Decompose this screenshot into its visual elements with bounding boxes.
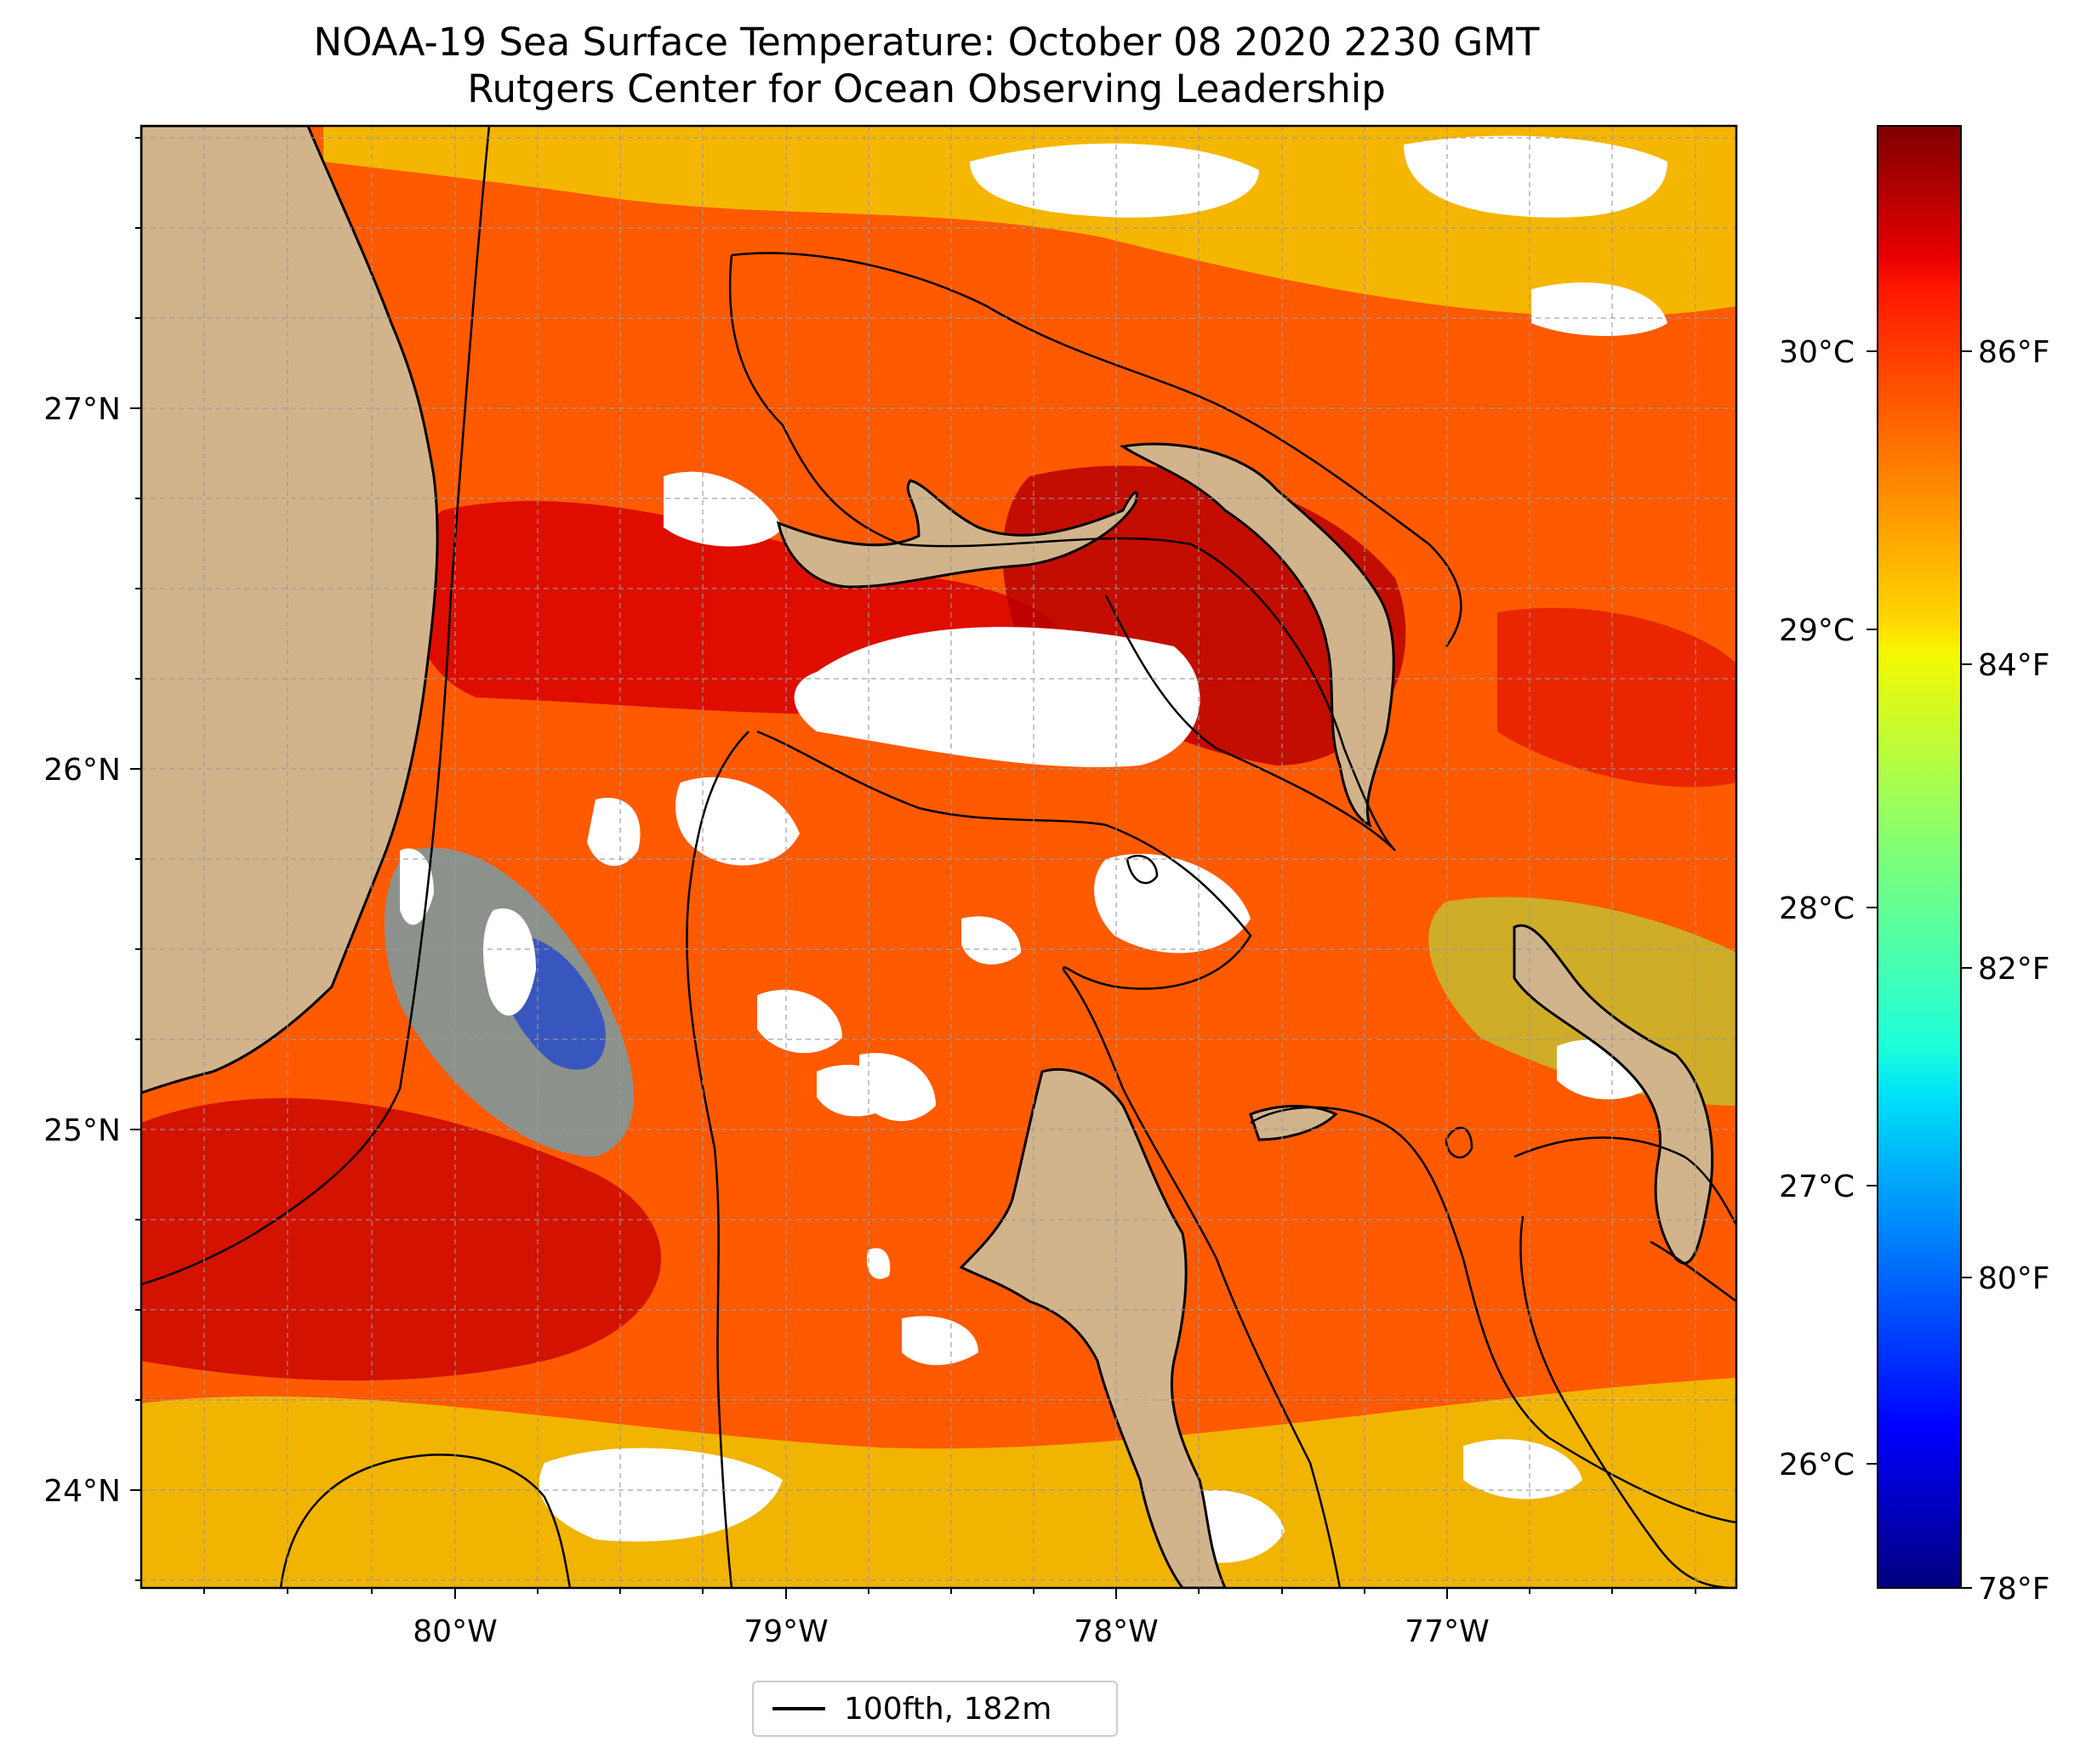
cool-zone-north — [323, 126, 1736, 316]
colorbar-c-tick-28: 28°C — [1779, 891, 1855, 926]
colorbar-c-tick-27: 27°C — [1779, 1169, 1855, 1204]
warm-zone-east — [1497, 607, 1736, 788]
isobath-100fth — [141, 126, 1736, 1588]
colorbar-ticks — [1867, 350, 1972, 1589]
lon-tick-77w: 77°W — [1405, 1614, 1489, 1649]
chart-title: NOAA-19 Sea Surface Temperature: October… — [0, 19, 1853, 112]
no-data-gaps — [400, 135, 1667, 1563]
lat-tick-27n: 27°N — [43, 392, 121, 427]
legend-line-swatch — [772, 1707, 825, 1710]
berry-islands-land — [1249, 1105, 1338, 1141]
colorbar-f-tick-80: 80°F — [1978, 1261, 2050, 1296]
legend-label: 100fth, 182m — [844, 1691, 1052, 1727]
lon-tick-79w: 79°W — [744, 1614, 828, 1649]
abaco-land — [1120, 442, 1395, 828]
map-frame — [140, 124, 1738, 1590]
lat-tick-24n: 24°N — [43, 1474, 121, 1509]
cool-zone-south — [141, 1378, 1736, 1588]
lat-tick-26n: 26°N — [43, 753, 121, 788]
colorbar-c-tick-29: 29°C — [1779, 613, 1855, 648]
title-line-1: NOAA-19 Sea Surface Temperature: October… — [313, 20, 1540, 65]
colorbar-c-tick-30: 30°C — [1779, 335, 1855, 370]
legend: 100fth, 182m — [752, 1681, 1118, 1737]
colorbar-c-tick-26: 26°C — [1779, 1448, 1855, 1482]
gridlines — [141, 126, 1736, 1588]
lon-tick-80w: 80°W — [413, 1614, 497, 1649]
florida-land — [141, 126, 439, 1095]
lon-tick-78w: 78°W — [1074, 1614, 1158, 1649]
andros-land — [959, 1067, 1227, 1588]
colorbar-f-tick-82: 82°F — [1978, 952, 2050, 987]
axis-ticks — [130, 137, 1696, 1599]
colorbar-f-tick-84: 84°F — [1978, 648, 2050, 683]
sst-map-area — [141, 126, 1736, 1588]
colorbar-f-tick-78: 78°F — [1978, 1572, 2050, 1607]
warm-zone-southwest — [141, 1098, 662, 1381]
colorbar-f-tick-86: 86°F — [1978, 335, 2050, 370]
title-line-2: Rutgers Center for Ocean Observing Leade… — [467, 66, 1386, 111]
colorbar — [1877, 125, 1962, 1589]
lat-tick-25n: 25°N — [43, 1113, 121, 1148]
